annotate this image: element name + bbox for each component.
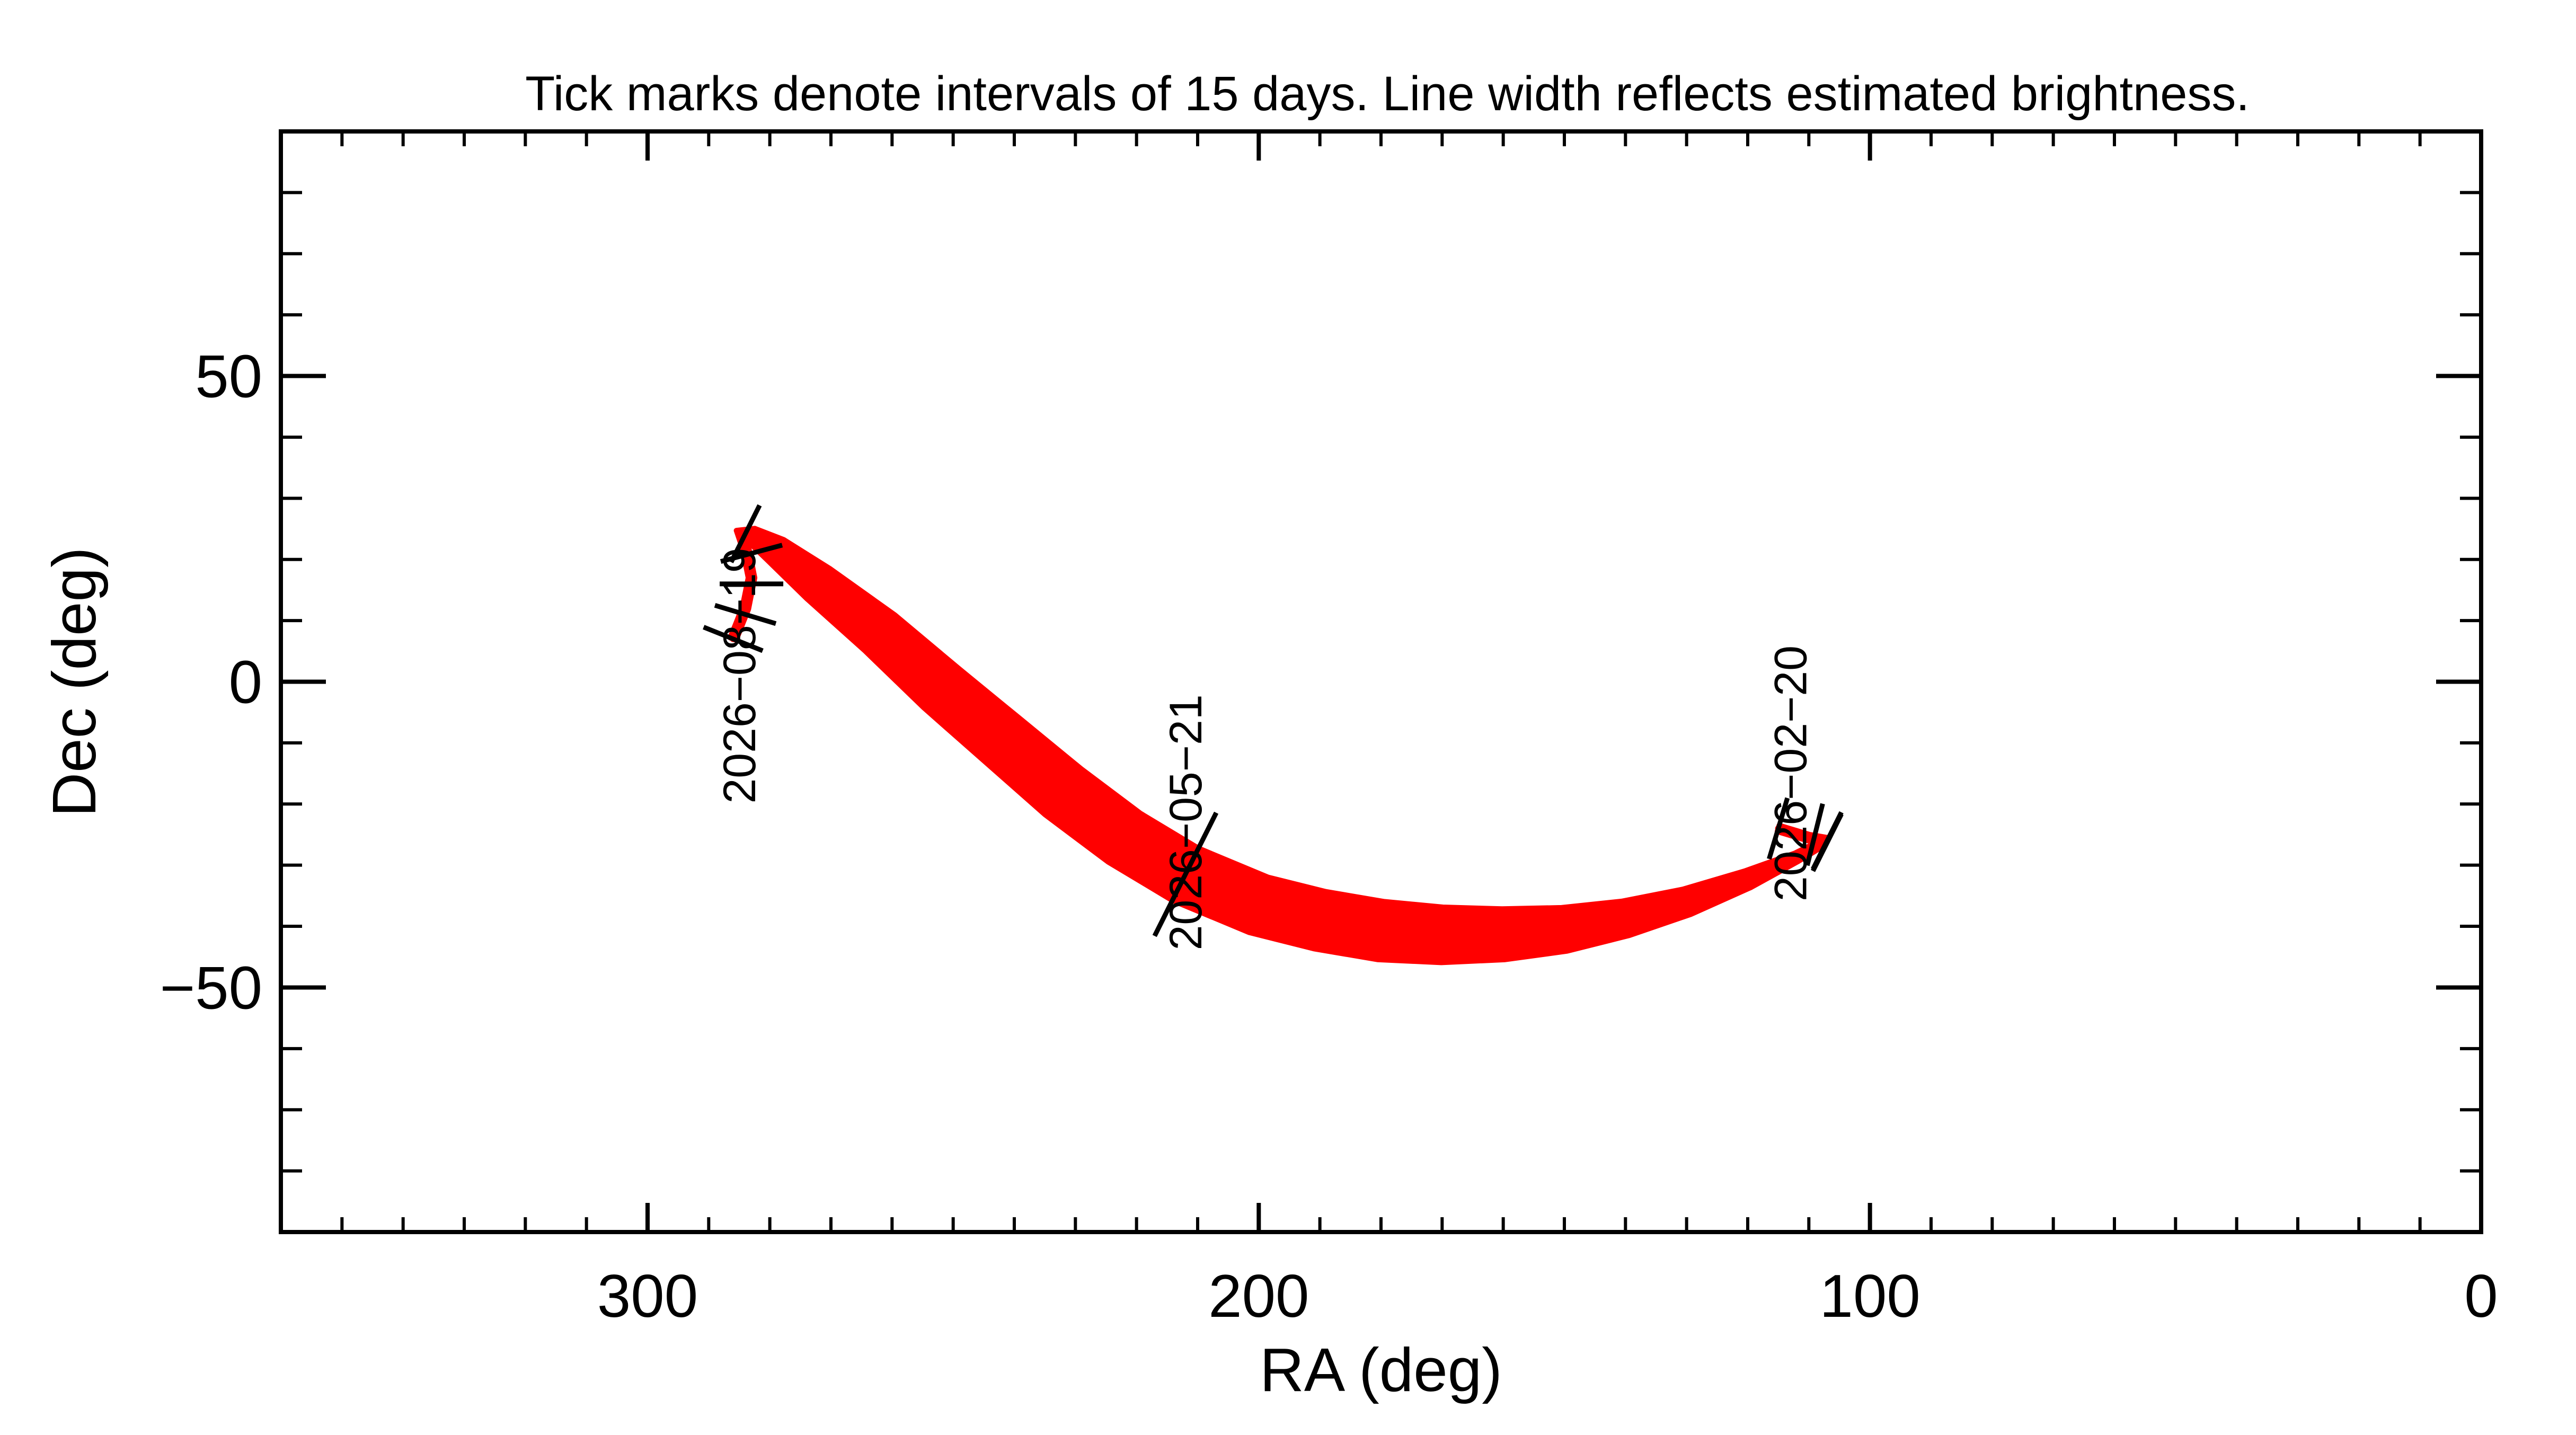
interval-tick xyxy=(714,603,777,626)
y-tick-label: 0 xyxy=(229,649,262,716)
tick-label-layer: 300 200 100 0 50 0 −50 xyxy=(160,343,2498,1330)
x-tick-label: 300 xyxy=(597,1263,698,1330)
interval-tick xyxy=(1152,811,1219,937)
minor-tick-layer xyxy=(281,131,2481,1232)
track-band xyxy=(727,526,1831,965)
interval-tick xyxy=(729,504,762,563)
date-annotation: 2026−02−20 xyxy=(1766,645,1817,901)
major-tick-layer xyxy=(281,131,2483,1232)
interval-tick xyxy=(1804,803,1825,866)
x-tick-label: 200 xyxy=(1208,1263,1309,1330)
track-layer xyxy=(727,526,1831,965)
annotation-layer: 2026−02−20 2026−05−21 2026−08−19 xyxy=(714,547,1817,950)
date-annotation: 2026−05−21 xyxy=(1161,694,1211,950)
y-tick-label: −50 xyxy=(160,954,262,1022)
y-axis-label: Dec (deg) xyxy=(40,547,109,817)
x-tick-label: 0 xyxy=(2464,1263,2498,1330)
track-line xyxy=(730,528,1830,938)
interval-tick xyxy=(703,625,764,653)
y-tick-label: 50 xyxy=(195,343,262,411)
interval-tick xyxy=(720,543,783,564)
date-annotation: 2026−08−19 xyxy=(714,547,765,803)
interval-tick-layer xyxy=(703,504,1844,937)
x-tick-label: 100 xyxy=(1820,1263,1920,1330)
plot-frame xyxy=(279,129,2483,1234)
x-axis-label: RA (deg) xyxy=(1260,1335,1502,1404)
interval-tick xyxy=(1811,813,1844,872)
interval-tick xyxy=(1767,797,1790,860)
chart-title: Tick marks denote intervals of 15 days. … xyxy=(525,67,2250,121)
